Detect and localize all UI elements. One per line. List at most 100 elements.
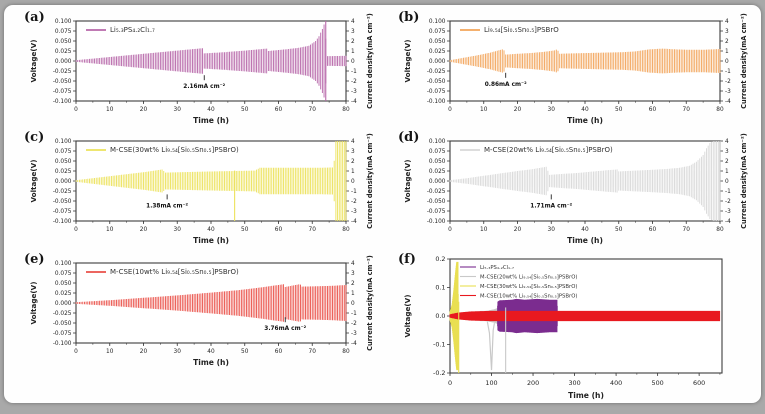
- annotation: 0.86mA cm⁻²: [485, 72, 527, 88]
- svg-text:0: 0: [448, 227, 452, 233]
- svg-text:0.100: 0.100: [55, 261, 72, 267]
- series-Li₉.₅₄[Si₀.₅Sn₀.₅]PSBrO: [449, 48, 721, 74]
- svg-text:70: 70: [309, 107, 317, 113]
- svg-text:0.025: 0.025: [55, 291, 72, 297]
- svg-text:4: 4: [351, 139, 355, 145]
- svg-text:10: 10: [480, 107, 488, 113]
- svg-text:-2: -2: [351, 79, 357, 85]
- svg-text:70: 70: [683, 107, 691, 113]
- series-M-CSE 10wt%: [75, 284, 347, 322]
- svg-text:80: 80: [342, 227, 350, 233]
- svg-text:4: 4: [351, 19, 355, 25]
- svg-text:-0.075: -0.075: [427, 209, 446, 215]
- svg-text:0.075: 0.075: [429, 149, 446, 155]
- svg-text:80: 80: [342, 349, 350, 355]
- svg-text:M-CSE(30wt% Li₉.₅₄[Si₀.₅Sn₀.₅]: M-CSE(30wt% Li₉.₅₄[Si₀.₅Sn₀.₅]PSBrO): [480, 284, 577, 290]
- svg-text:3: 3: [351, 149, 355, 155]
- svg-text:1: 1: [725, 49, 729, 55]
- legend: Li₉.₅₄[Si₀.₅Sn₀.₅]PSBrO: [460, 26, 559, 34]
- svg-text:3.76mA cm⁻²: 3.76mA cm⁻²: [264, 325, 306, 332]
- svg-text:1: 1: [351, 291, 355, 297]
- panel-b-label: (b): [398, 10, 420, 25]
- svg-text:Current density(mA cm⁻²): Current density(mA cm⁻²): [366, 133, 374, 229]
- panel-f: (f) 0 100 200 300 400 500 600 0.2 0.1 0.0 -0.1 -0.2…: [386, 251, 754, 403]
- svg-text:-0.025: -0.025: [427, 69, 446, 75]
- svg-text:0.075: 0.075: [55, 149, 72, 155]
- svg-text:-0.050: -0.050: [427, 199, 446, 205]
- svg-text:0: 0: [351, 179, 355, 185]
- svg-text:40: 40: [207, 349, 215, 355]
- svg-text:70: 70: [309, 227, 317, 233]
- svg-text:4: 4: [351, 261, 355, 267]
- panel-e: (e) 0 10 20 30 40 50 60 70 80 0.100 0.075 0.050 0.02…: [12, 251, 380, 377]
- svg-text:0.100: 0.100: [429, 19, 446, 25]
- svg-text:2.16mA cm⁻²: 2.16mA cm⁻²: [183, 83, 225, 90]
- svg-text:-2: -2: [351, 321, 357, 327]
- svg-text:-0.050: -0.050: [53, 79, 72, 85]
- svg-text:4: 4: [725, 139, 729, 145]
- svg-text:600: 600: [693, 379, 705, 387]
- svg-text:0.050: 0.050: [429, 159, 446, 165]
- svg-text:3: 3: [725, 149, 729, 155]
- svg-text:0.050: 0.050: [55, 281, 72, 287]
- series-M-CSE 20wt%: [449, 141, 721, 221]
- svg-text:0.100: 0.100: [429, 139, 446, 145]
- svg-text:Voltage(V): Voltage(V): [403, 39, 412, 82]
- svg-text:2: 2: [351, 281, 355, 287]
- svg-text:-0.025: -0.025: [427, 189, 446, 195]
- series: [449, 141, 721, 221]
- svg-text:20: 20: [140, 349, 148, 355]
- svg-text:-2: -2: [351, 199, 357, 205]
- svg-text:30: 30: [548, 227, 556, 233]
- svg-text:1: 1: [725, 169, 729, 175]
- svg-text:3: 3: [351, 29, 355, 35]
- svg-text:400: 400: [610, 379, 622, 387]
- svg-text:0.000: 0.000: [55, 301, 72, 307]
- annotation: 3.76mA cm⁻²: [264, 317, 307, 332]
- svg-text:-3: -3: [351, 331, 357, 337]
- svg-text:80: 80: [716, 107, 724, 113]
- svg-text:10: 10: [106, 349, 114, 355]
- svg-text:-0.100: -0.100: [427, 99, 446, 105]
- svg-text:40: 40: [581, 227, 589, 233]
- svg-text:20: 20: [140, 227, 148, 233]
- svg-text:50: 50: [241, 107, 249, 113]
- svg-text:Time (h): Time (h): [193, 236, 229, 245]
- svg-text:Voltage(V): Voltage(V): [403, 294, 412, 337]
- svg-text:-0.2: -0.2: [433, 369, 445, 377]
- svg-text:30: 30: [174, 227, 182, 233]
- svg-text:-4: -4: [725, 99, 731, 105]
- series-M-CSE 20wt% polarization spike: [486, 321, 496, 371]
- svg-text:0.100: 0.100: [55, 139, 72, 145]
- panel-f-label: (f): [398, 252, 416, 267]
- svg-text:-0.075: -0.075: [53, 89, 72, 95]
- series-M-CSE 10wt%: [449, 310, 721, 322]
- svg-text:-4: -4: [351, 341, 357, 347]
- svg-text:1.38mA cm⁻²: 1.38mA cm⁻²: [146, 202, 188, 209]
- svg-text:-0.075: -0.075: [427, 89, 446, 95]
- svg-text:0: 0: [351, 301, 355, 307]
- svg-text:Li₉.₅₄[Si₀.₅Sn₀.₅]PSBrO: Li₉.₅₄[Si₀.₅Sn₀.₅]PSBrO: [484, 26, 559, 34]
- svg-text:-1: -1: [351, 311, 357, 317]
- annotation: 2.16mA cm⁻²: [183, 75, 226, 90]
- svg-text:0: 0: [74, 227, 78, 233]
- svg-text:Time (h): Time (h): [567, 236, 603, 245]
- svg-text:Time (h): Time (h): [567, 116, 603, 125]
- svg-text:0.025: 0.025: [55, 169, 72, 175]
- svg-text:-2: -2: [725, 199, 731, 205]
- series: [75, 141, 347, 221]
- svg-text:0.050: 0.050: [429, 39, 446, 45]
- svg-text:1.71mA cm⁻²: 1.71mA cm⁻²: [530, 202, 572, 209]
- legend: Li₅.₃PS₄.₂Cl₁.₇ M-CSE(20wt% Li₉.₅₄[Si₀.₅S…: [460, 265, 577, 300]
- svg-text:100: 100: [485, 379, 497, 387]
- svg-text:-1: -1: [725, 69, 731, 75]
- panel-c-plot: 0 10 20 30 40 50 60 70 800.1000.0750.0500.0250.0…: [29, 133, 374, 245]
- svg-text:0: 0: [448, 107, 452, 113]
- svg-text:Li₅.₃PS₄.₂Cl₁.₇: Li₅.₃PS₄.₂Cl₁.₇: [480, 265, 514, 271]
- svg-text:M-CSE(10wt% Li₉.₅₄[Si₀.₅Sn₀.₅]: M-CSE(10wt% Li₉.₅₄[Si₀.₅Sn₀.₅]PSBrO): [110, 268, 239, 276]
- svg-text:-0.025: -0.025: [53, 311, 72, 317]
- panel-c: (c) 0 10 20 30 40 50 60 70 80 0.100 0.075 0.050 0.02…: [12, 129, 380, 249]
- svg-text:-4: -4: [351, 99, 357, 105]
- svg-text:2: 2: [725, 159, 729, 165]
